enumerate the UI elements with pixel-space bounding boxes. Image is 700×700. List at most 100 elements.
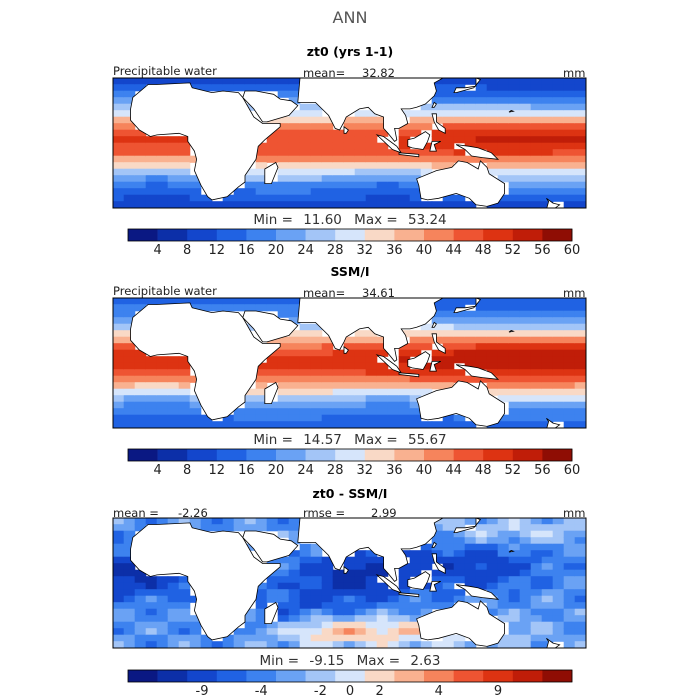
field-cell — [332, 155, 345, 163]
field-cell — [321, 382, 334, 390]
field-cell — [475, 136, 488, 144]
field-cell — [332, 129, 345, 137]
field-cell — [277, 123, 290, 131]
field-cell — [530, 84, 543, 92]
field-cell — [486, 543, 499, 551]
field-cell — [508, 608, 521, 616]
field-cell — [365, 175, 378, 183]
field-cell — [530, 641, 543, 648]
field-cell — [508, 530, 521, 538]
field-cell — [475, 123, 488, 131]
field-cell — [299, 356, 312, 364]
field-cell — [222, 414, 235, 422]
field-cell — [442, 421, 455, 428]
field-cell — [486, 78, 499, 85]
field-cell — [113, 201, 125, 208]
field-cell — [376, 175, 389, 183]
field-cell — [420, 421, 433, 428]
field-cell — [497, 349, 510, 357]
field-cell — [145, 602, 158, 610]
field-cell — [508, 304, 521, 312]
field-cell — [519, 336, 532, 344]
field-cell — [244, 518, 257, 525]
field-cell — [497, 194, 510, 202]
field-cell — [255, 168, 268, 176]
field-cell — [113, 317, 125, 325]
field-cell — [409, 414, 422, 422]
field-cell — [277, 641, 290, 648]
field-cell — [156, 362, 169, 370]
land-taiwan — [431, 541, 437, 548]
field-cell — [431, 136, 444, 144]
field-cell — [409, 595, 422, 603]
field-cell — [365, 142, 378, 150]
field-cell — [365, 194, 378, 202]
field-cell — [574, 129, 586, 137]
field-cell — [113, 84, 125, 92]
field-cell — [519, 136, 532, 144]
field-cell — [497, 563, 510, 571]
field-cell — [299, 401, 312, 409]
field-cell — [113, 537, 125, 545]
field-cell — [113, 155, 125, 163]
colorbar-bin — [394, 229, 425, 241]
field-cell — [321, 576, 334, 584]
field-cell — [486, 582, 499, 590]
field-cell — [310, 330, 323, 338]
field-cell — [288, 194, 301, 202]
field-cell — [398, 155, 411, 163]
field-cell — [530, 369, 543, 377]
field-cell — [519, 175, 532, 183]
colorbar-tick-label: 52 — [505, 463, 522, 478]
field-cell — [508, 142, 521, 150]
field-cell — [123, 129, 136, 137]
field-cell — [321, 188, 334, 196]
field-cell — [310, 194, 323, 202]
field-cell — [299, 550, 312, 558]
field-cell — [486, 97, 499, 105]
field-cell — [332, 201, 345, 208]
field-cell — [530, 181, 543, 189]
field-cell — [442, 116, 455, 124]
field-cell — [123, 608, 136, 616]
field-cell — [288, 110, 301, 118]
field-cell — [354, 615, 367, 623]
field-cell — [574, 408, 586, 416]
field-cell — [288, 382, 301, 390]
field-cell — [156, 375, 169, 383]
field-cell — [244, 323, 257, 331]
map-frame — [112, 77, 587, 209]
field-cell — [486, 103, 499, 111]
field-cell — [486, 84, 499, 92]
field-cell — [277, 336, 290, 344]
field-cell — [431, 155, 444, 163]
field-cell — [365, 550, 378, 558]
field-cell — [497, 634, 510, 642]
field-cell — [431, 421, 444, 428]
field-cell — [376, 602, 389, 610]
field-cell — [178, 615, 191, 623]
field-cell — [563, 90, 576, 98]
field-cell — [145, 589, 158, 597]
field-cell — [277, 524, 290, 532]
field-cell — [519, 142, 532, 150]
field-cell — [178, 201, 191, 208]
field-cell — [167, 641, 180, 648]
field-cell — [563, 181, 576, 189]
field-cell — [299, 155, 312, 163]
field-cell — [178, 298, 191, 305]
field-cell — [486, 304, 499, 312]
field-cell — [134, 634, 147, 642]
field-cell — [134, 518, 147, 525]
field-cell — [123, 537, 136, 545]
field-cell — [497, 576, 510, 584]
field-cell — [343, 608, 356, 616]
field-cell — [167, 388, 180, 396]
colorbar-bin — [276, 670, 306, 682]
field-cell — [123, 563, 136, 571]
field-cell — [244, 188, 257, 196]
field-cell — [442, 84, 455, 92]
field-cell — [420, 556, 433, 564]
field-cell — [343, 589, 356, 597]
field-cell — [277, 401, 290, 409]
